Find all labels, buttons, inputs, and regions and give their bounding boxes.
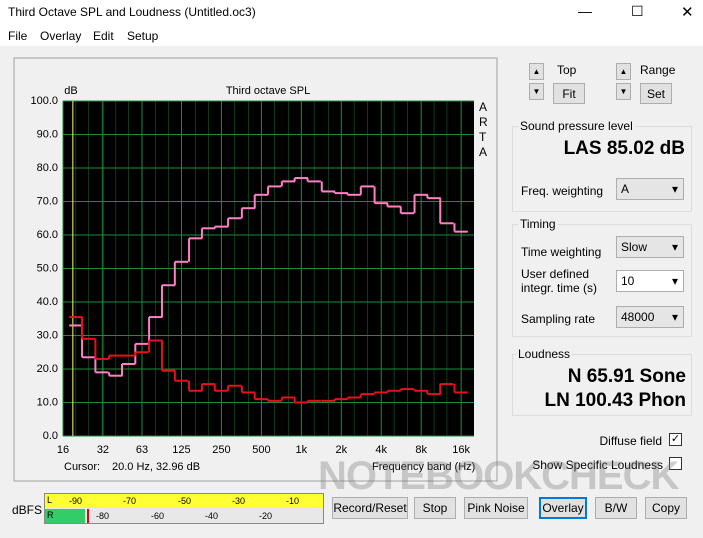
range-label: Range xyxy=(640,63,676,77)
y-tick-label: 70.0 xyxy=(37,195,58,207)
chart-title: Third octave SPL xyxy=(226,85,310,97)
x-tick-label: 16k xyxy=(452,444,470,456)
x-tick-label: 8k xyxy=(415,444,427,456)
diffuse-field-checkbox[interactable]: ✓ xyxy=(669,433,682,446)
x-tick-label: 4k xyxy=(375,444,387,456)
menu-item[interactable]: File xyxy=(8,29,28,43)
x-tick-label: 1k xyxy=(296,444,308,456)
checkbox-label: Show Specific Loudness xyxy=(532,458,663,472)
meter-scale: -50 xyxy=(178,496,192,506)
channel-label: L xyxy=(47,495,53,505)
record-reset-button[interactable]: Record/Reset xyxy=(332,497,408,519)
group-label: Loudness xyxy=(516,347,573,361)
watermark: NOTEBOOKCHECK xyxy=(318,454,679,498)
x-axis-label: Frequency band (Hz) xyxy=(372,461,475,473)
cursor-value: 20.0 Hz, 32.96 dB xyxy=(112,461,200,473)
y-tick-label: 10.0 xyxy=(37,396,58,408)
meter-scale: -70 xyxy=(123,496,137,506)
y-axis-label: dB xyxy=(64,85,77,97)
meter-scale: -90 xyxy=(69,496,83,506)
top-label: Top xyxy=(557,63,577,77)
time-weighting-combo[interactable]: Slow xyxy=(616,236,684,258)
group-label: Timing xyxy=(518,217,558,231)
loudness-ln: LN 100.43 Phon xyxy=(544,390,687,411)
y-tick-label: 60.0 xyxy=(37,229,58,241)
freq-weighting-combo[interactable]: A xyxy=(616,178,684,200)
show-specific-checkbox[interactable] xyxy=(669,457,682,470)
fit-button[interactable]: Fit xyxy=(553,83,585,104)
meter-scale: -20 xyxy=(259,511,273,521)
loudness-group xyxy=(512,354,692,416)
meter-scale: -30 xyxy=(232,496,246,506)
field-label: User defined xyxy=(521,267,590,281)
timing-group xyxy=(512,224,692,337)
menu-item[interactable]: Overlay xyxy=(40,29,82,43)
spin-down[interactable]: ▼ xyxy=(529,83,544,100)
field-label: Freq. weighting xyxy=(521,184,604,198)
meter-scale: -40 xyxy=(205,511,219,521)
y-tick-label: 50.0 xyxy=(37,262,58,274)
brand: ARTA xyxy=(479,100,488,159)
meter-peak xyxy=(87,509,89,523)
field-label: integr. time (s) xyxy=(521,281,598,295)
spl-reading: LAS 85.02 dB xyxy=(563,138,685,159)
y-tick-label: 90.0 xyxy=(37,128,58,140)
window-title: Third Octave SPL and Loudness (Untitled.… xyxy=(8,5,256,19)
x-tick-label: 125 xyxy=(172,444,190,456)
spin-up[interactable]: ▲ xyxy=(616,63,631,80)
bw-button[interactable]: B/W xyxy=(595,497,637,519)
overlay-button[interactable]: Overlay xyxy=(539,497,587,519)
field-label: Sampling rate xyxy=(521,312,596,326)
spin-down[interactable]: ▼ xyxy=(616,83,631,100)
minimize[interactable]: — xyxy=(578,3,592,19)
x-tick-label: 250 xyxy=(212,444,230,456)
menu-item[interactable]: Edit xyxy=(93,29,114,43)
meter-r-bar xyxy=(45,509,85,523)
title-bar xyxy=(0,0,703,25)
y-tick-label: 0.0 xyxy=(43,430,58,442)
y-tick-label: 30.0 xyxy=(37,329,58,341)
checkbox-label: Diffuse field xyxy=(599,434,662,448)
maximize[interactable]: ☐ xyxy=(631,3,644,19)
close[interactable]: ✕ xyxy=(681,4,694,21)
y-tick-label: 80.0 xyxy=(37,162,58,174)
x-tick-label: 63 xyxy=(136,444,148,456)
field-label: Time weighting xyxy=(521,245,602,259)
meter-scale: -60 xyxy=(151,511,165,521)
sampling-rate-combo[interactable]: 48000 xyxy=(616,306,684,328)
menu-bar xyxy=(0,25,703,46)
loudness-n: N 65.91 Sone xyxy=(567,366,686,387)
integr-time-input[interactable]: 10 xyxy=(616,270,684,292)
x-tick-label: 32 xyxy=(97,444,109,456)
pink-noise-button[interactable]: Pink Noise xyxy=(464,497,528,519)
stop-button[interactable]: Stop xyxy=(414,497,456,519)
y-tick-label: 100.0 xyxy=(30,95,58,107)
channel-label: R xyxy=(47,510,54,520)
y-tick-label: 20.0 xyxy=(37,363,58,375)
spin-up[interactable]: ▲ xyxy=(529,63,544,80)
y-tick-label: 40.0 xyxy=(37,296,58,308)
meter-label: dBFS xyxy=(12,503,43,517)
x-tick-label: 500 xyxy=(252,444,270,456)
meter-scale: -10 xyxy=(286,496,300,506)
meter-l-bar xyxy=(45,494,323,508)
copy-button[interactable]: Copy xyxy=(645,497,687,519)
x-tick-label: 2k xyxy=(335,444,347,456)
menu-item[interactable]: Setup xyxy=(127,29,159,43)
group-label: Sound pressure level xyxy=(518,119,635,133)
x-tick-label: 16 xyxy=(57,444,69,456)
meter-scale: -80 xyxy=(96,511,110,521)
cursor-label: Cursor: xyxy=(64,461,100,473)
set-button[interactable]: Set xyxy=(640,83,672,104)
